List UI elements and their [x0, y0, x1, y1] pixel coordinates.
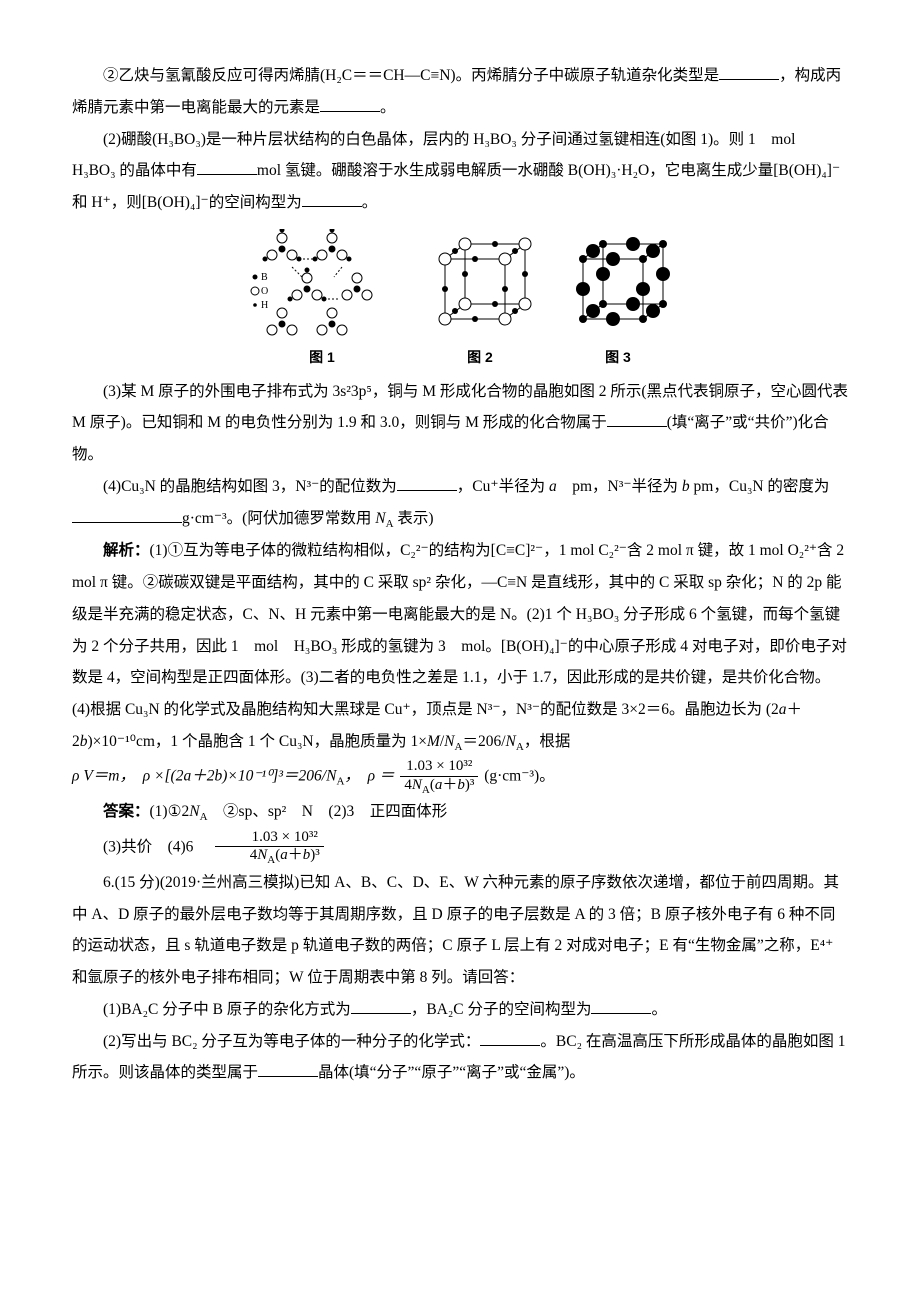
answer-key: 答案：(1)①2NA ②sp、sp² N (2)3 正四面体形	[72, 796, 848, 829]
text: ＋	[442, 777, 457, 793]
text: )³	[465, 777, 475, 793]
var-N: N	[444, 733, 454, 750]
blank	[258, 1059, 318, 1077]
text: )³	[310, 847, 320, 863]
numerator: 1.03 × 10³²	[215, 829, 324, 847]
blank	[302, 189, 362, 207]
sub-A: A	[200, 811, 208, 823]
blank	[351, 996, 411, 1014]
var-M: M	[427, 733, 440, 750]
paragraph: ②乙炔与氢氰酸反应可得丙烯腈(H₂C＝＝CH—C≡N)。丙烯腈分子中碳原子轨道杂…	[72, 60, 848, 124]
figure-caption: 图 2	[467, 343, 493, 372]
blank	[72, 505, 182, 523]
sub-A: A	[516, 741, 524, 753]
figure-caption: 图 1	[309, 343, 335, 372]
text: 4	[404, 777, 412, 793]
text: (1)①2	[150, 803, 190, 820]
answer-head: 答案：	[103, 803, 150, 820]
blank	[197, 157, 257, 175]
h3bo3-layer-svg: B O H	[247, 229, 397, 339]
figure-row: B O H 图 1 图 2	[72, 229, 848, 372]
text: g·cm⁻³。(阿伏加德罗常数用	[182, 510, 375, 527]
svg-text:B: B	[261, 272, 268, 283]
text: )×10⁻¹⁰cm，1 个晶胞含 1 个 Cu₃N，晶胞质量为 1×	[88, 733, 427, 750]
paragraph: (4)Cu₃N 的晶胞结构如图 3，N³⁻的配位数为 ，Cu⁺半径为 a pm，N…	[72, 471, 848, 535]
var-N: N	[257, 847, 267, 863]
denominator: 4NA(a＋b)³	[400, 777, 478, 797]
text: (g·cm⁻³)。	[484, 768, 555, 785]
text: ＋	[288, 847, 303, 863]
var-a: a	[549, 478, 557, 495]
figure-3: 图 3	[563, 229, 673, 372]
svg-text:O: O	[261, 286, 268, 297]
figure-1: B O H 图 1	[247, 229, 397, 372]
fraction: 1.03 × 10³² 4NA(a＋b)³	[400, 758, 478, 796]
text: pm，Cu₃N 的密度为	[690, 478, 830, 495]
var-b: b	[80, 733, 88, 750]
text: (2)写出与 BC₂ 分子互为等电子体的一种分子的化学式：	[103, 1033, 480, 1050]
paragraph: (3)某 M 原子的外围电子排布式为 3s²3p⁵，铜与 M 形成化合物的晶胞如…	[72, 376, 848, 471]
figure-caption: 图 3	[605, 343, 631, 372]
text: 。	[651, 1001, 667, 1018]
text: 6.(15 分)(2019·	[103, 874, 201, 891]
blank	[591, 996, 651, 1014]
source: 兰州高三模拟	[201, 874, 294, 891]
var-b: b	[682, 478, 690, 495]
var-N: N	[189, 803, 199, 820]
text: ，BA₂C 分子的空间构型为	[411, 1001, 592, 1018]
text: 晶体(填“分子”“原子”“离子”或“金属”)。	[318, 1064, 585, 1081]
blank	[719, 62, 779, 80]
denominator: 4NA(a＋b)³	[215, 847, 324, 867]
question-6-2: (2)写出与 BC₂ 分子互为等电子体的一种分子的化学式：。BC₂ 在高温高压下…	[72, 1026, 848, 1090]
answer-key-2: (3)共价 (4)6 1.03 × 10³² 4NA(a＋b)³	[72, 829, 848, 867]
analysis: 解析：(1)①互为等电子体的微粒结构相似，C₂²⁻的结构为[C≡C]²⁻，1 m…	[72, 535, 848, 758]
var-N: N	[412, 777, 422, 793]
sub-A: A	[422, 784, 430, 796]
question-6: 6.(15 分)(2019·兰州高三模拟)已知 A、B、C、D、E、W 六种元素…	[72, 867, 848, 994]
question-6-1: (1)BA₂C 分子中 B 原子的杂化方式为 ，BA₂C 分子的空间构型为 。	[72, 994, 848, 1026]
cubic-cell-svg	[425, 229, 535, 339]
text: ②乙炔与氢氰酸反应可得丙烯腈(H₂C＝＝CH—C≡N)。丙烯腈分子中碳原子轨道杂…	[103, 67, 719, 84]
text: 。	[362, 194, 378, 211]
equation-line: ρ V＝m， ρ ×[(2a＋2b)×10⁻¹⁰]³＝206/N A ， ρ ＝ 1…	[72, 758, 848, 796]
text: ，根据	[524, 733, 571, 750]
text: ， ρ ＝	[344, 768, 394, 785]
text: ②sp、sp² N (2)3 正四面体形	[208, 803, 448, 820]
var-N: N	[375, 510, 385, 527]
paragraph: (2)硼酸(H₃BO₃)是一种片层状结构的白色晶体，层内的 H₃BO₃ 分子间通…	[72, 124, 848, 219]
blank	[480, 1028, 540, 1046]
text: 。	[380, 99, 396, 116]
text: ρ V＝m， ρ ×[(2a＋2b)×10⁻¹⁰]³＝206/N	[72, 768, 336, 785]
svg-text:H: H	[261, 300, 268, 311]
analysis-head: 解析：	[103, 542, 150, 559]
text: ，Cu⁺半径为	[457, 478, 549, 495]
figure-2: 图 2	[425, 229, 535, 372]
text: (1)①互为等电子体的微粒结构相似，C₂²⁻的结构为[C≡C]²⁻，1 mol …	[72, 542, 847, 718]
blank	[397, 473, 457, 491]
fraction: 1.03 × 10³² 4NA(a＋b)³	[215, 829, 324, 867]
var-a: a	[280, 847, 288, 863]
var-N: N	[506, 733, 516, 750]
text: (4)Cu₃N 的晶胞结构如图 3，N³⁻的配位数为	[103, 478, 397, 495]
text: (1)BA₂C 分子中 B 原子的杂化方式为	[103, 1001, 351, 1018]
text: (3)共价 (4)6	[103, 839, 209, 856]
text: 表示)	[394, 510, 434, 527]
blank	[607, 409, 667, 427]
var-b: b	[457, 777, 465, 793]
sub-A: A	[386, 518, 394, 530]
cu3n-cell-svg	[563, 229, 673, 339]
numerator: 1.03 × 10³²	[400, 758, 478, 776]
text: pm，N³⁻半径为	[557, 478, 682, 495]
text: ＝206/	[462, 733, 505, 750]
blank	[320, 94, 380, 112]
